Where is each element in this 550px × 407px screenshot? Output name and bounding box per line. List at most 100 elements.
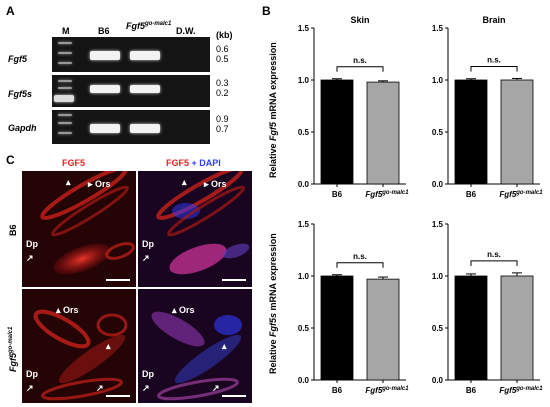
marker-band	[58, 87, 72, 89]
scale-bar	[106, 395, 130, 397]
merge-title-plus: +	[189, 158, 200, 168]
y-tick-label: 1.5	[298, 24, 310, 33]
b6-band	[90, 85, 120, 93]
mutant-band	[130, 124, 160, 133]
arrow-marker: ↗	[142, 383, 150, 393]
marker-band	[58, 80, 72, 82]
x-tick-label-sup: go-malc1	[381, 386, 409, 392]
panel-label-c: C	[6, 153, 15, 167]
label-ors: ▴ Ors	[56, 305, 79, 315]
label-ors: ▸ Ors	[88, 179, 111, 189]
y-tick-label: 0.0	[432, 376, 444, 385]
y-tick-label: 0.0	[298, 180, 310, 189]
x-tick-label-base: Fgf5	[365, 190, 382, 199]
arrowhead-marker: ▴	[66, 177, 71, 187]
marker-band	[58, 122, 72, 124]
merge-title-dapi: DAPI	[199, 158, 221, 168]
gel-image-gapdh	[52, 110, 210, 144]
x-tick-label: Fgf5go-malc1	[499, 386, 543, 395]
bar	[500, 79, 534, 185]
x-tick-label-sup: go-malc1	[381, 190, 409, 196]
arrowhead-marker: ▴	[182, 177, 187, 187]
x-tick-label-base: Fgf5	[365, 386, 382, 395]
row-label-mutant: Fgf5go-malc1	[8, 326, 18, 372]
micrograph-b6-merge: ▸ Ors ▴ Dp ↗	[138, 171, 252, 287]
lane-label-mutant: Fgf5go-malc1	[126, 21, 172, 31]
kb-unit-label: (kb)	[216, 30, 233, 40]
scale-bar	[106, 279, 130, 281]
x-tick-label: B6	[466, 190, 477, 199]
bar	[366, 278, 400, 381]
micrograph-b6-fgf5-image	[40, 171, 135, 275]
marker-band	[58, 114, 72, 116]
b6-band	[90, 51, 120, 60]
y-tick-label: 1.5	[432, 220, 444, 229]
panel-label-b: B	[262, 4, 271, 18]
gel-image-fgf5s	[52, 75, 210, 107]
micrograph-mutant-fgf5: ▴ Ors ▴ Dp ↗ ↗	[22, 289, 136, 403]
lane-label-b6: B6	[98, 26, 110, 36]
fluor-title-merge: FGF5 + DAPI	[166, 158, 221, 168]
significance-label: n.s.	[487, 55, 501, 64]
significance-label: n.s.	[487, 250, 501, 259]
scale-bar	[222, 279, 246, 281]
x-tick-label: Fgf5go-malc1	[499, 190, 543, 199]
bar	[454, 275, 488, 381]
x-tick-label-sup: go-malc1	[515, 386, 543, 392]
merge-title-fgf5: FGF5	[166, 158, 190, 168]
bar	[320, 79, 354, 185]
bar	[454, 79, 488, 185]
kb-marker-fgf5s: 0.3 0.2	[216, 78, 229, 98]
micrograph-mutant-merge: ▴ Ors ▴ Dp ↗ ↗	[138, 289, 252, 403]
y-tick-label: 0.0	[298, 376, 310, 385]
chart-skin-fgf5s: 0.0 0.5 1.0 1.5 B6 Fgf5go-malc1 n.s.	[280, 210, 416, 402]
gel-gene-label-fgf5: Fgf5	[8, 54, 27, 64]
lane-label-dw: D.W.	[176, 26, 196, 36]
y-tick-label: 0.5	[298, 128, 310, 137]
label-dp: Dp	[26, 369, 38, 379]
label-dp: Dp	[142, 239, 154, 249]
arrow-marker: ↗	[212, 383, 220, 393]
x-tick-label-sup: go-malc1	[515, 190, 543, 196]
b6-band	[90, 124, 120, 133]
panel-label-a: A	[6, 4, 15, 18]
arrow-marker: ↗	[142, 253, 150, 263]
arrowhead-marker: ▴	[222, 341, 227, 351]
micrograph-b6-fgf5: ▸ Ors ▴ Dp ↗	[22, 171, 136, 287]
bar	[366, 81, 400, 185]
x-tick-label: Fgf5go-malc1	[365, 190, 409, 199]
y-axis-label-bottom: Relative Fgf5s mRNA expression	[268, 233, 278, 374]
label-dp: Dp	[142, 369, 154, 379]
row-label-b6: B6	[8, 224, 18, 236]
marker-band	[58, 62, 72, 64]
marker-band	[58, 132, 72, 134]
arrow-marker: ↗	[26, 253, 34, 263]
mutant-band	[130, 51, 160, 60]
y-tick-label: 1.0	[298, 272, 310, 281]
y-tick-label: 0.5	[432, 128, 444, 137]
x-tick-label: Fgf5go-malc1	[365, 386, 409, 395]
y-tick-label: 1.5	[432, 24, 444, 33]
gel-image-fgf5	[52, 37, 210, 72]
x-tick-label-base: Fgf5	[499, 190, 516, 199]
micrograph-mutant-merge-image	[151, 311, 242, 401]
micrograph-b6-merge-image	[156, 171, 250, 275]
marker-band	[58, 42, 72, 44]
y-tick-label: 1.0	[432, 76, 444, 85]
chart-title: Skin	[350, 15, 369, 25]
y-tick-label: 1.0	[432, 272, 444, 281]
chart-title: Brain	[482, 15, 505, 25]
x-tick-label: B6	[466, 386, 477, 395]
y-tick-label: 0.0	[432, 180, 444, 189]
micrograph-mutant-fgf5-image	[33, 309, 128, 401]
marker-band	[58, 52, 72, 54]
significance-label: n.s.	[353, 252, 367, 261]
arrowhead-marker: ▴	[106, 341, 111, 351]
significance-label: n.s.	[353, 56, 367, 65]
scale-bar	[222, 395, 246, 397]
mutant-band	[130, 85, 160, 93]
gel-gene-label-fgf5s: Fgf5s	[8, 89, 33, 99]
gel-gene-label-gapdh: Gapdh	[8, 123, 37, 133]
chart-skin: Skin 0.0 0.5 1.0 1.5 B6 Fgf5go-malc1 n.s.	[280, 14, 416, 206]
label-ors: ▸ Ors	[204, 179, 227, 189]
